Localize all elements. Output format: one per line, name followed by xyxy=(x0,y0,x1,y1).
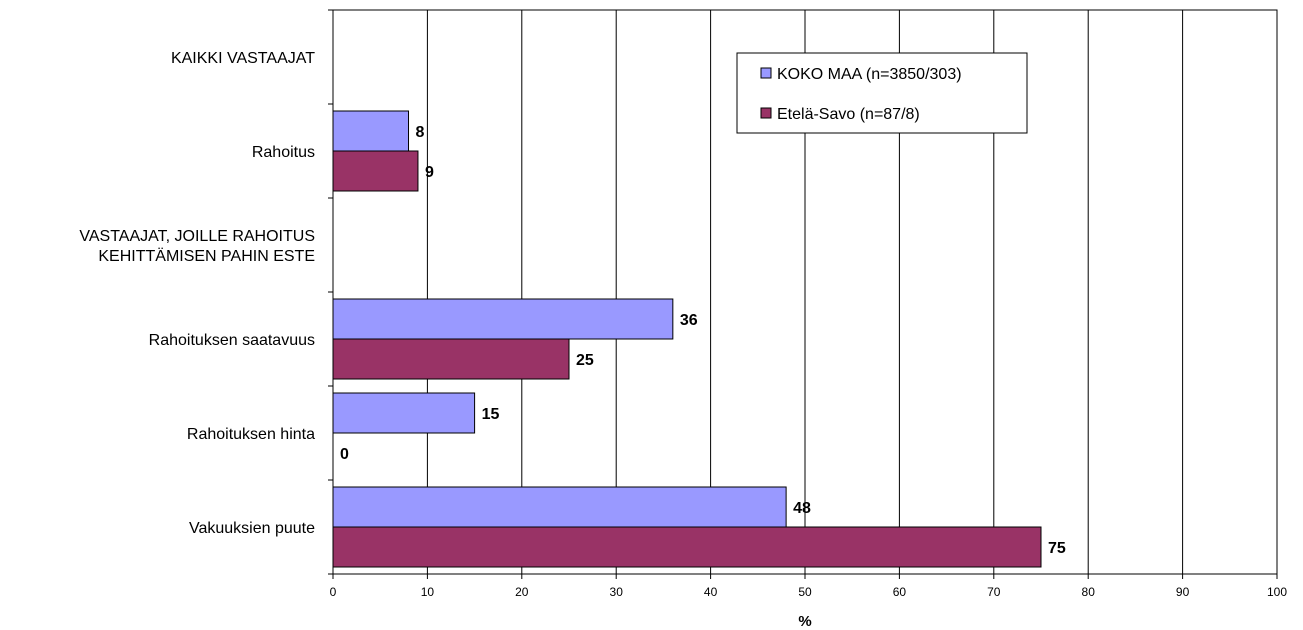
bars xyxy=(332,110,1042,568)
category-label-rahoituksen-saatavuus: Rahoituksen saatavuus xyxy=(149,332,315,349)
x-tick-label-100: 100 xyxy=(1267,585,1287,599)
category-labels: KAIKKI VASTAAJAT Rahoitus VASTAAJAT, JOILL… xyxy=(79,50,315,537)
legend-swatch-koko-maa xyxy=(760,67,772,79)
bar-rahoitus-s1 xyxy=(332,110,410,152)
x-axis-title: % xyxy=(798,613,811,630)
data-label-rahoituksen-saatavuus-s2: 25 xyxy=(576,352,594,369)
category-label-rahoituksen-hinta: Rahoituksen hinta xyxy=(187,426,315,443)
category-label-rahoitus: Rahoitus xyxy=(252,144,315,161)
category-label-kaikki-vastaajat: KAIKKI VASTAAJAT xyxy=(171,50,315,67)
legend: KOKO MAA (n=3850/303) Etelä-Savo (n=87/8… xyxy=(736,52,1028,134)
bar-vakuuksien-puute-s2 xyxy=(332,526,1042,568)
legend-label-etela-savo: Etelä-Savo (n=87/8) xyxy=(777,106,920,123)
bar-rahoituksen-saatavuus-s1 xyxy=(332,298,674,340)
category-label-vastaajat-joille-rahoitus-kehittamisen-pahin-este: VASTAAJAT, JOILLE RAHOITUS KEHITTÄMISEN P… xyxy=(79,228,315,265)
x-tick-label-0: 0 xyxy=(330,585,337,599)
bar-rahoituksen-saatavuus-s2 xyxy=(332,338,570,380)
data-labels: 8 36 15 48 9 25 0 75 xyxy=(340,124,1066,557)
bar-vakuuksien-puute-s1 xyxy=(332,486,787,528)
data-label-rahoituksen-hinta-s1: 15 xyxy=(482,406,500,423)
data-label-vakuuksien-puute-s1: 48 xyxy=(793,500,811,517)
bar-rahoitus-s2 xyxy=(332,150,419,192)
category-label-vakuuksien-puute: Vakuuksien puute xyxy=(189,520,315,537)
x-tick-label-30: 30 xyxy=(610,585,624,599)
x-tick-label-20: 20 xyxy=(515,585,529,599)
data-label-rahoituksen-hinta-s2: 0 xyxy=(340,446,349,463)
x-tick-label-70: 70 xyxy=(987,585,1001,599)
data-label-rahoitus-s1: 8 xyxy=(416,124,425,141)
x-tick-label-80: 80 xyxy=(1082,585,1096,599)
x-tick-label-90: 90 xyxy=(1176,585,1190,599)
x-axis: 0 10 20 30 40 50 60 70 80 90 100 xyxy=(328,9,1287,599)
data-label-rahoitus-s2: 9 xyxy=(425,164,434,181)
legend-box xyxy=(736,52,1028,134)
bar-rahoituksen-hinta-s1 xyxy=(332,392,476,434)
legend-label-koko-maa: KOKO MAA (n=3850/303) xyxy=(777,66,962,83)
data-label-rahoituksen-saatavuus-s1: 36 xyxy=(680,312,698,329)
x-tick-label-60: 60 xyxy=(893,585,907,599)
legend-swatch-etela-savo xyxy=(760,107,772,119)
x-tick-label-50: 50 xyxy=(798,585,812,599)
x-tick-label-40: 40 xyxy=(704,585,718,599)
data-label-vakuuksien-puute-s2: 75 xyxy=(1048,540,1066,557)
x-tick-label-10: 10 xyxy=(421,585,435,599)
